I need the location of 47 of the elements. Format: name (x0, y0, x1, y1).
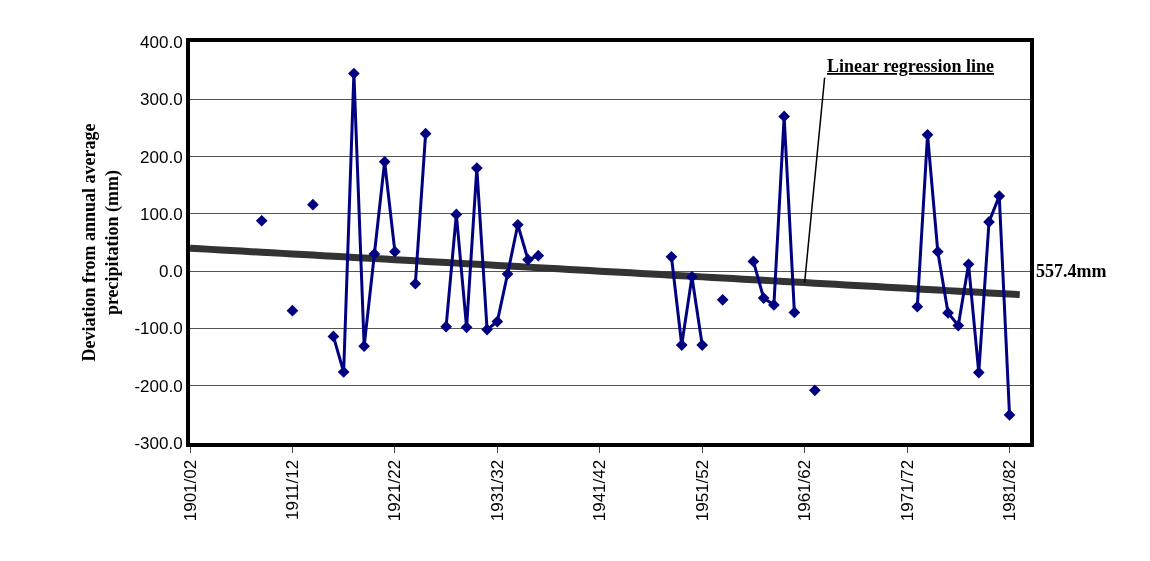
point (481, 323, 493, 336)
annotation: Linear regression line (827, 56, 995, 76)
x-tick-label: 1941/42 (590, 459, 610, 522)
y-tick-label: 0.0 (158, 262, 183, 282)
point (470, 162, 483, 174)
point (747, 255, 760, 268)
point (911, 300, 924, 313)
text: 557.4mm (1036, 261, 1107, 281)
point (788, 306, 801, 319)
point (255, 214, 268, 227)
y-tick-label: -100.0 (134, 319, 183, 339)
y-tick-label: 100.0 (140, 204, 183, 224)
point (389, 245, 401, 258)
y-tick-label: 400.0 (140, 32, 183, 52)
point (307, 198, 319, 211)
y-tick-label: -200.0 (134, 376, 183, 396)
x-tick-label: 1901/02 (180, 459, 200, 522)
point (491, 315, 504, 328)
point (286, 304, 299, 317)
x-tick-label: 1971/72 (897, 459, 917, 522)
x-tick-label: 1951/52 (692, 459, 712, 522)
point (532, 249, 545, 262)
x-tick-label: 1911/12 (282, 459, 302, 520)
y-tick-label: 300.0 (140, 90, 183, 110)
point (368, 248, 381, 260)
point (768, 299, 780, 311)
point (809, 384, 821, 397)
point (522, 253, 534, 266)
point (696, 339, 709, 351)
point (1003, 409, 1016, 421)
x-tick-label: 1921/22 (385, 459, 405, 522)
point (440, 320, 452, 333)
x-tick-label: 1931/32 (487, 459, 507, 522)
point (337, 366, 350, 378)
point (952, 319, 965, 332)
x-tick-label: 1961/62 (795, 459, 815, 522)
point (665, 250, 678, 263)
y-tick-label: 200.0 (140, 147, 183, 167)
point (501, 268, 514, 280)
point (716, 293, 729, 306)
x-tick-label: 1981/82 (1000, 459, 1020, 522)
point (358, 340, 370, 353)
y-axis-title: Deviation from annual average precipitation (mm) (78, 123, 124, 362)
point (757, 292, 770, 304)
point (931, 245, 944, 258)
y-tick-label: -300.0 (134, 433, 183, 453)
point (327, 330, 340, 343)
